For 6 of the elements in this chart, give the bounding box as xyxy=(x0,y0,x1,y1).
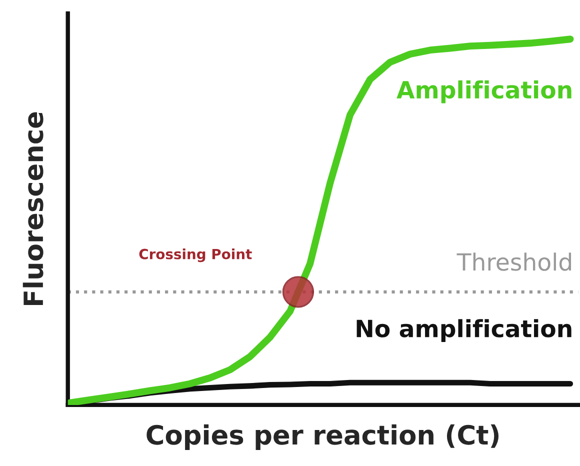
y-axis-title: Fluorescence xyxy=(22,112,44,306)
annotation: Crossing Point xyxy=(139,248,252,262)
x-axis-title: Copies per reaction (Ct) xyxy=(146,424,499,450)
series-label: Amplification xyxy=(396,80,572,104)
ref-line-label: Threshold xyxy=(456,252,572,271)
series-label: No amplification xyxy=(356,319,572,342)
